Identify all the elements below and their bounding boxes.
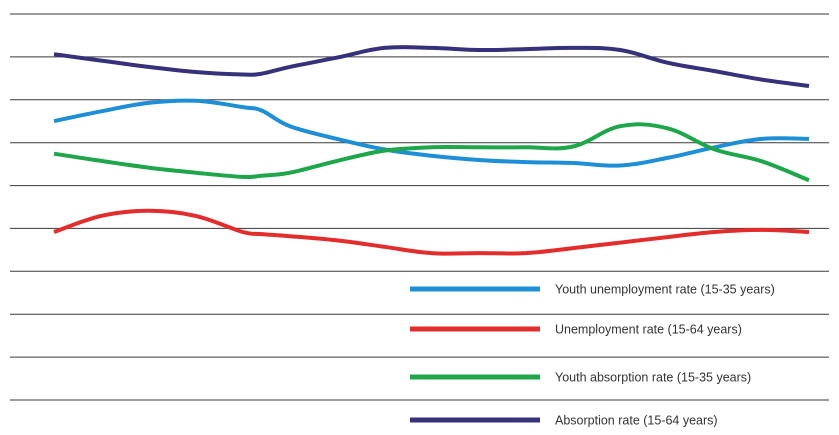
series-line-youth-absorption (53, 122, 810, 183)
gridlines (10, 13, 829, 401)
series-line-absorption (53, 45, 810, 88)
legend-label-youth-unemployment: Youth unemployment rate (15-35 years) (555, 283, 775, 297)
legend-label-absorption: Absorption rate (15-64 years) (555, 414, 718, 428)
series-lines (53, 45, 810, 256)
legend-label-youth-absorption: Youth absorption rate (15-35 years) (555, 371, 751, 385)
legend: Youth unemployment rate (15-35 years) Une… (410, 283, 775, 428)
series-line-unemployment (53, 208, 810, 256)
legend-label-unemployment: Unemployment rate (15-64 years) (555, 323, 742, 337)
series-line-youth-unemployment (53, 98, 810, 168)
